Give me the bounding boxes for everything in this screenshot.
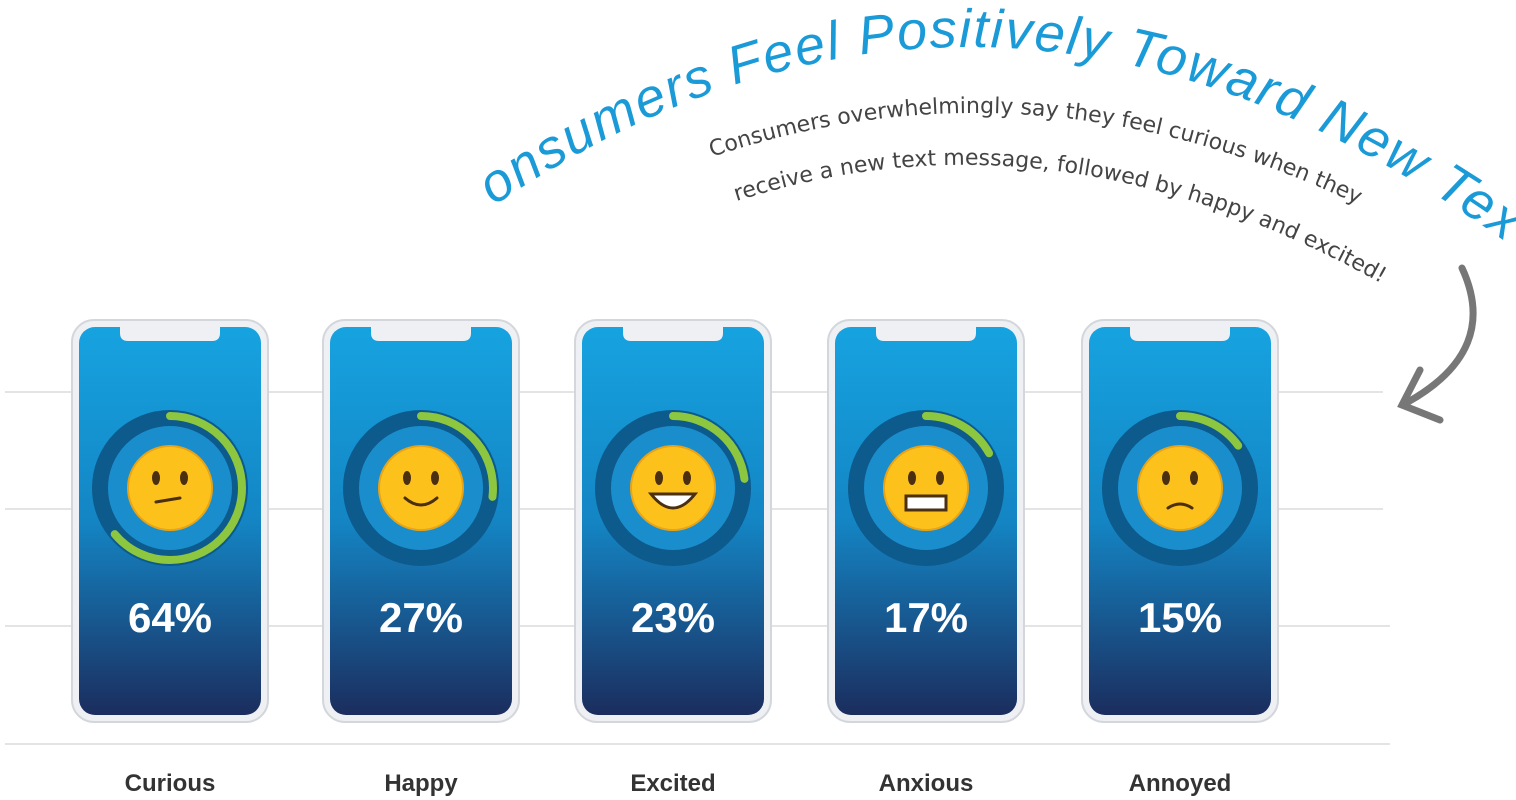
ring-arc [850, 412, 1002, 564]
percent-label: 27% [379, 594, 463, 641]
emoji-mouth [1166, 502, 1194, 510]
percent-label: 17% [884, 594, 968, 641]
ring-arc [94, 412, 246, 564]
emoji-eye [180, 471, 188, 485]
notch [876, 327, 976, 341]
phone: 15% Annoyed [1081, 319, 1279, 797]
ring-arc [345, 412, 497, 564]
emoji [630, 445, 716, 531]
emoji-face [883, 445, 969, 531]
category-label: Curious [125, 770, 216, 797]
emoji-eye [403, 471, 411, 485]
phones: 64% Curious 27% Happy 23% Excited 17% Anxious 15… [71, 319, 1279, 797]
emoji-face [378, 445, 464, 531]
emoji [378, 445, 464, 531]
category-label: Annoyed [1129, 770, 1232, 797]
arrow [1397, 264, 1477, 424]
percent-label: 23% [631, 594, 715, 641]
emoji-eye [908, 471, 916, 485]
notch [120, 327, 220, 341]
notch [1130, 327, 1230, 341]
emoji-mouth [154, 496, 182, 504]
phone: 23% Excited [574, 319, 772, 797]
category-label: Anxious [879, 770, 974, 797]
emoji-mouth [403, 496, 439, 507]
emoji-eye [1190, 471, 1198, 485]
emoji-face [630, 445, 716, 531]
phone: 64% Curious [71, 319, 269, 797]
notch [623, 327, 723, 341]
category-label: Excited [630, 770, 715, 797]
emoji-mouth [647, 492, 699, 510]
emoji-eye [936, 471, 944, 485]
phone: 27% Happy [322, 319, 520, 797]
emoji [883, 445, 969, 531]
phone: 17% Anxious [827, 319, 1025, 797]
category-label: Happy [384, 770, 458, 797]
emoji-eye [152, 471, 160, 485]
notch [371, 327, 471, 341]
ring-arc [1104, 412, 1256, 564]
emoji-eye [1162, 471, 1170, 485]
percent-label: 15% [1138, 594, 1222, 641]
emoji-mouth [904, 494, 948, 512]
emoji-eye [683, 471, 691, 485]
emoji [127, 445, 213, 531]
emoji-eye [431, 471, 439, 485]
emoji-face [127, 445, 213, 531]
ring-arc [597, 412, 749, 564]
percent-label: 64% [128, 594, 212, 641]
emoji [1137, 445, 1223, 531]
emoji-eye [655, 471, 663, 485]
emoji-face [1137, 445, 1223, 531]
